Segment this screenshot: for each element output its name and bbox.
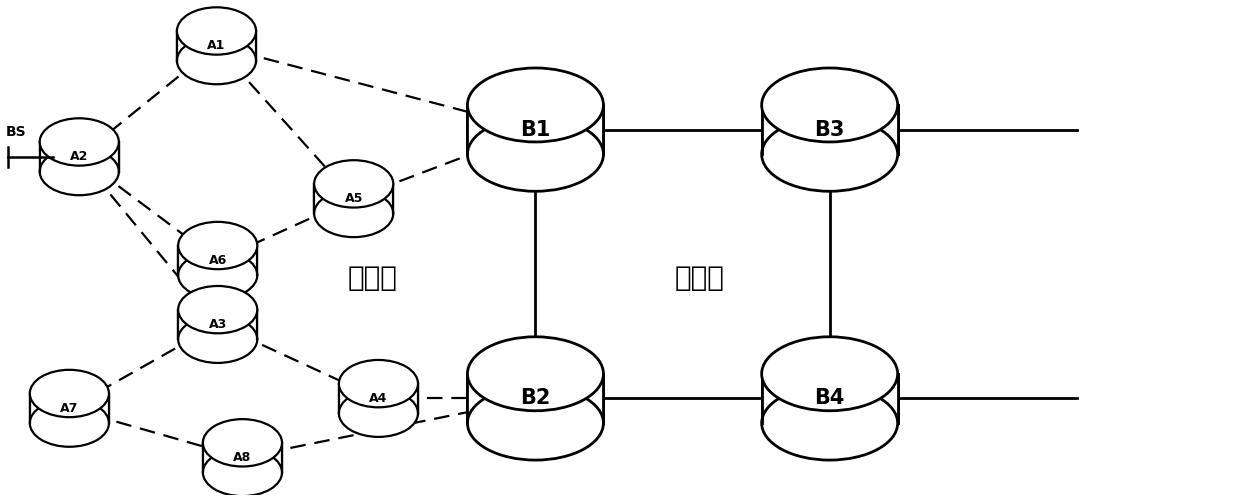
Text: B2: B2 [520,388,550,408]
Ellipse shape [467,386,603,460]
Text: A1: A1 [207,39,225,52]
Text: 用户侧: 用户侧 [347,263,398,292]
Ellipse shape [178,251,258,299]
Text: A4: A4 [369,392,388,405]
Bar [178,310,258,339]
Text: 网络侧: 网络侧 [675,263,725,292]
Bar [762,374,897,423]
Text: B1: B1 [520,120,550,140]
Text: A2: A2 [71,150,88,163]
Bar [203,443,282,472]
Ellipse shape [315,190,393,237]
Ellipse shape [339,389,418,437]
Ellipse shape [467,117,603,191]
Ellipse shape [467,337,603,411]
Text: A7: A7 [61,402,78,415]
Ellipse shape [178,315,258,363]
Bar [178,246,258,275]
Ellipse shape [315,160,393,207]
Ellipse shape [177,7,256,55]
Ellipse shape [178,222,258,269]
Bar [467,105,603,154]
Bar [30,393,109,423]
Bar [177,31,256,61]
Text: A5: A5 [344,192,363,205]
Ellipse shape [339,360,418,407]
Ellipse shape [762,337,897,411]
Bar [315,184,393,213]
Ellipse shape [40,148,119,195]
Ellipse shape [178,286,258,333]
Text: B3: B3 [814,120,845,140]
Ellipse shape [762,117,897,191]
Ellipse shape [177,37,256,84]
Ellipse shape [203,419,282,467]
Bar [339,383,418,413]
Text: A6: A6 [208,254,227,267]
Ellipse shape [762,68,897,142]
Ellipse shape [30,399,109,447]
Bar [40,142,119,172]
Text: A3: A3 [208,318,227,331]
Bar [467,374,603,423]
Ellipse shape [30,370,109,417]
Bar [762,105,897,154]
Ellipse shape [203,449,282,496]
Text: A8: A8 [233,451,252,464]
Ellipse shape [40,118,119,166]
Text: B4: B4 [814,388,845,408]
Ellipse shape [762,386,897,460]
Ellipse shape [467,68,603,142]
Text: BS: BS [6,125,26,139]
